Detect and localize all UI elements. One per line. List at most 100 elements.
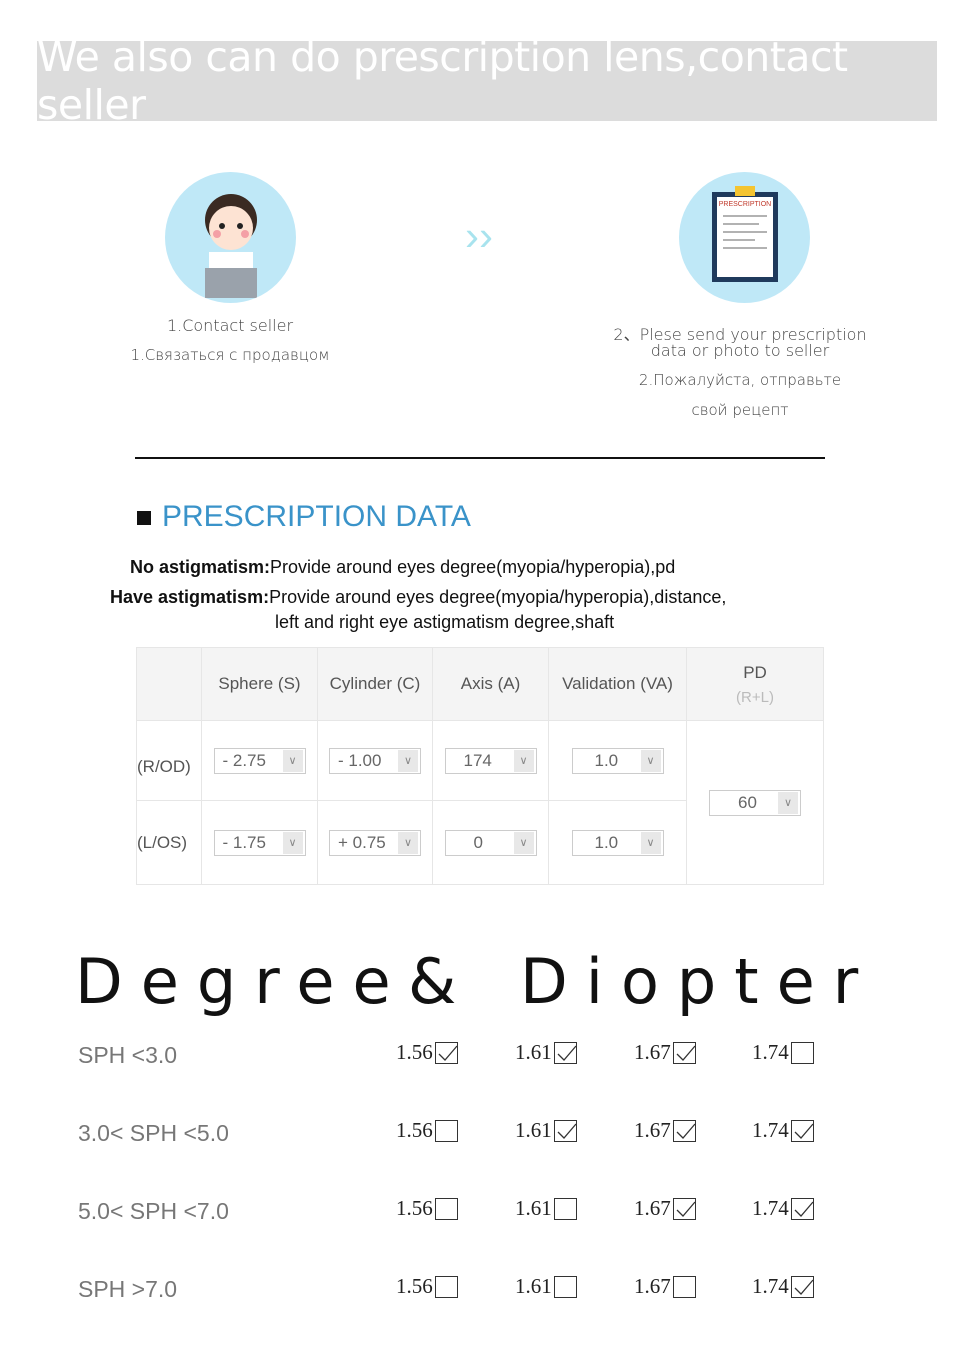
lens-option[interactable]: 1.74 — [752, 1118, 814, 1143]
chevron-down-icon: ∨ — [778, 791, 798, 814]
lens-option[interactable]: 1.61 — [515, 1196, 577, 1221]
cylinder-select[interactable]: - 1.00 ∨ — [329, 747, 421, 774]
checkbox-icon[interactable] — [434, 1275, 458, 1298]
checked-checkbox-icon[interactable] — [434, 1041, 458, 1064]
have-astig-text2: left and right eye astigmatism degree,sh… — [275, 612, 615, 632]
step2-ru2: свой рецепт — [691, 401, 789, 419]
cylinder-select[interactable]: + 0.75 ∨ — [329, 829, 421, 856]
divider — [135, 457, 825, 459]
lens-option[interactable]: 1.67 — [634, 1274, 696, 1299]
lens-option[interactable]: 1.67 — [634, 1118, 696, 1143]
arrow-icon: ›› — [465, 212, 493, 259]
checkbox-icon[interactable] — [434, 1119, 458, 1142]
checked-checkbox-icon[interactable] — [672, 1041, 696, 1064]
lens-index-label: 1.67 — [634, 1118, 671, 1142]
lens-option[interactable]: 1.74 — [752, 1196, 814, 1221]
step2-en1: 2、Plese send your prescription — [613, 325, 867, 344]
customer-service-icon — [165, 172, 296, 303]
validation-select[interactable]: 1.0 ∨ — [571, 829, 664, 856]
lens-index-label: 1.61 — [515, 1196, 552, 1220]
step1-en: 1.Contact seller — [166, 316, 294, 335]
lens-index-label: 1.56 — [396, 1196, 433, 1220]
chevron-down-icon: ∨ — [640, 749, 661, 772]
lens-index-label: 1.74 — [752, 1196, 789, 1220]
lens-row-label: 5.0< SPH <7.0 — [78, 1198, 229, 1224]
checked-checkbox-icon[interactable] — [790, 1197, 814, 1220]
lens-option[interactable]: 1.56 — [396, 1040, 458, 1065]
lens-index-label: 1.67 — [634, 1196, 671, 1220]
table-row-right: (R/OD) - 2.75 ∨ - 1.00 ∨ 174 ∨ 1.0 ∨ 60 ∨ — [136, 720, 824, 885]
sphere-select[interactable]: - 2.75 ∨ — [213, 747, 306, 774]
lens-option[interactable]: 1.61 — [515, 1040, 577, 1065]
chevron-down-icon: ∨ — [282, 749, 303, 772]
lens-index-label: 1.56 — [396, 1274, 433, 1298]
chevron-down-icon: ∨ — [513, 831, 534, 854]
lens-row-label: SPH >7.0 — [78, 1276, 178, 1302]
header-validation: Validation (VA) — [548, 647, 687, 721]
ampersand: & — [408, 945, 475, 1018]
have-astig-label: Have astigmatism: — [110, 587, 270, 607]
lens-option[interactable]: 1.56 — [396, 1118, 458, 1143]
step2-ru1: 2.Пожалуйста, отправьте — [638, 371, 842, 389]
no-astig-text: Provide around eyes degree(myopia/hypero… — [270, 557, 676, 577]
checked-checkbox-icon[interactable] — [790, 1275, 814, 1298]
lens-option[interactable]: 1.61 — [515, 1274, 577, 1299]
have-astig-text: Provide around eyes degree(myopia/hypero… — [269, 587, 727, 607]
validation-select[interactable]: 1.0 ∨ — [571, 747, 664, 774]
lens-option[interactable]: 1.67 — [634, 1196, 696, 1221]
chevron-down-icon: ∨ — [513, 749, 534, 772]
pd-select[interactable]: 60 ∨ — [709, 789, 801, 816]
prescription-clipboard-icon: PRESCRIPTION — [679, 172, 810, 303]
lens-index-label: 1.56 — [396, 1118, 433, 1142]
chevron-down-icon: ∨ — [398, 831, 418, 854]
lens-index-label: 1.61 — [515, 1274, 552, 1298]
lens-index-label: 1.61 — [515, 1040, 552, 1064]
lens-row-label: SPH <3.0 — [78, 1042, 178, 1068]
checkbox-icon[interactable] — [434, 1197, 458, 1220]
lens-row-label: 3.0< SPH <5.0 — [78, 1120, 229, 1146]
checked-checkbox-icon[interactable] — [672, 1119, 696, 1142]
square-bullet-icon — [137, 511, 151, 525]
lens-index-label: 1.74 — [752, 1118, 789, 1142]
checkbox-icon[interactable] — [553, 1275, 577, 1298]
step2-en2: data or photo to seller — [650, 341, 830, 360]
lens-index-label: 1.67 — [634, 1274, 671, 1298]
axis-select[interactable]: 0 ∨ — [444, 829, 537, 856]
banner: We also can do prescription lens,contact… — [37, 33, 937, 129]
chevron-down-icon: ∨ — [282, 831, 303, 854]
lens-index-label: 1.56 — [396, 1040, 433, 1064]
diopter-word: Diopter — [520, 945, 877, 1018]
checkbox-icon[interactable] — [790, 1041, 814, 1064]
checkbox-icon[interactable] — [553, 1197, 577, 1220]
lens-option[interactable]: 1.74 — [752, 1274, 814, 1299]
lens-index-label: 1.74 — [752, 1274, 789, 1298]
step1-ru: 1.Связаться с продавцом — [130, 346, 330, 364]
lens-option[interactable]: 1.67 — [634, 1040, 696, 1065]
lens-index-label: 1.61 — [515, 1118, 552, 1142]
lens-option[interactable]: 1.61 — [515, 1118, 577, 1143]
checked-checkbox-icon[interactable] — [790, 1119, 814, 1142]
sphere-select[interactable]: - 1.75 ∨ — [213, 829, 306, 856]
svg-text:PRESCRIPTION: PRESCRIPTION — [719, 201, 772, 208]
degree-word: Degree — [75, 945, 409, 1018]
lens-option[interactable]: 1.74 — [752, 1040, 814, 1065]
row-label: (R/OD) — [136, 720, 202, 801]
axis-select[interactable]: 174 ∨ — [444, 747, 537, 774]
checked-checkbox-icon[interactable] — [553, 1041, 577, 1064]
checked-checkbox-icon[interactable] — [672, 1197, 696, 1220]
row-label: (L/OS) — [136, 800, 202, 885]
header-cylinder: Cylinder (C) — [317, 647, 433, 721]
checkbox-icon[interactable] — [672, 1275, 696, 1298]
section-title: PRESCRIPTION DATA — [162, 500, 471, 533]
table-row-left: (L/OS) - 1.75 ∨ + 0.75 ∨ 0 ∨ 1.0 ∨ — [136, 800, 824, 885]
chevron-down-icon: ∨ — [398, 749, 418, 772]
lens-option[interactable]: 1.56 — [396, 1274, 458, 1299]
checked-checkbox-icon[interactable] — [553, 1119, 577, 1142]
lens-index-label: 1.74 — [752, 1040, 789, 1064]
chevron-down-icon: ∨ — [640, 831, 661, 854]
header-axis: Axis (A) — [432, 647, 549, 721]
lens-index-label: 1.67 — [634, 1040, 671, 1064]
lens-option[interactable]: 1.56 — [396, 1196, 458, 1221]
header-sphere: Sphere (S) — [201, 647, 318, 721]
header-pd-sub: (R+L) — [736, 688, 774, 706]
